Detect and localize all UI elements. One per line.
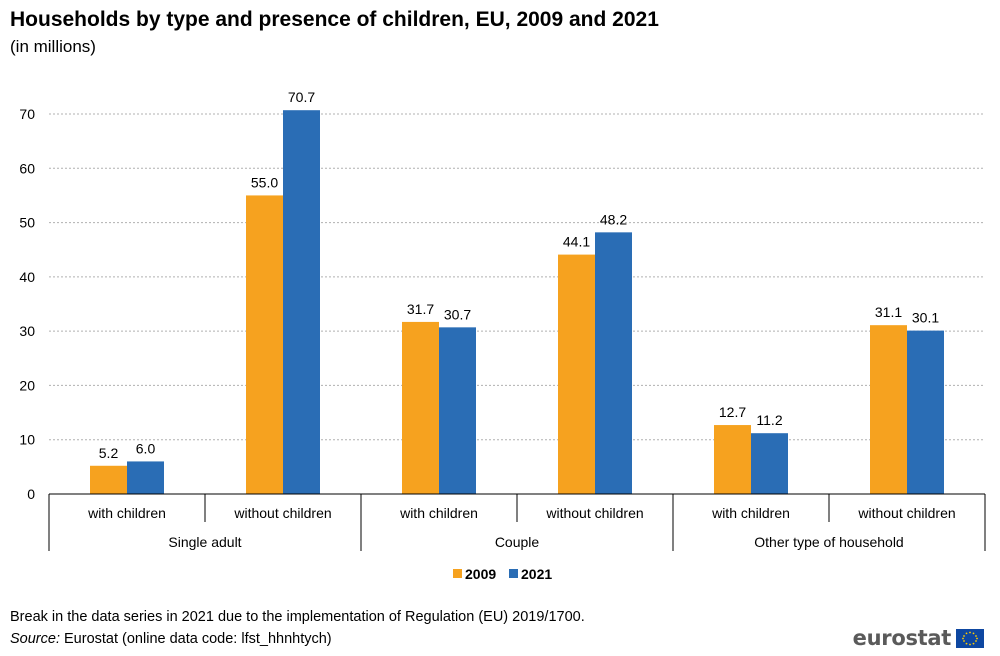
y-tick-label: 50 bbox=[19, 215, 35, 231]
y-tick-label: 40 bbox=[19, 269, 35, 285]
source-label: Source: bbox=[10, 631, 60, 647]
bar-2009 bbox=[558, 254, 595, 494]
x-group-label: Couple bbox=[495, 534, 540, 550]
data-label: 11.2 bbox=[756, 412, 782, 428]
x-category-label: with children bbox=[87, 505, 166, 521]
data-label: 44.1 bbox=[563, 234, 590, 250]
x-category-label: without children bbox=[857, 505, 955, 521]
bar-2021 bbox=[907, 330, 944, 494]
source-line: Source: Eurostat (online data code: lfst… bbox=[10, 631, 332, 647]
data-label: 30.7 bbox=[444, 306, 471, 322]
x-category-label: without children bbox=[545, 505, 643, 521]
y-tick-label: 60 bbox=[19, 160, 35, 176]
legend-label: 2021 bbox=[521, 566, 552, 582]
y-tick-label: 70 bbox=[19, 106, 35, 122]
x-category-label: without children bbox=[233, 505, 331, 521]
x-group-label: Other type of household bbox=[754, 534, 903, 550]
data-label: 70.7 bbox=[288, 89, 315, 105]
bar-2009 bbox=[402, 321, 439, 494]
eurostat-logo: eurostat bbox=[853, 626, 984, 650]
bar-2009 bbox=[246, 195, 283, 494]
legend-swatch-2021 bbox=[509, 569, 518, 578]
y-tick-label: 30 bbox=[19, 323, 35, 339]
data-label: 31.1 bbox=[875, 304, 902, 320]
bar-2021 bbox=[439, 327, 476, 494]
bar-2021 bbox=[283, 110, 320, 494]
data-label: 55.0 bbox=[251, 174, 278, 190]
footnote: Break in the data series in 2021 due to … bbox=[10, 609, 585, 625]
bar-2009 bbox=[90, 465, 127, 494]
y-tick-label: 0 bbox=[27, 486, 35, 502]
bar-2021 bbox=[127, 461, 164, 494]
y-tick-label: 10 bbox=[19, 432, 35, 448]
data-label: 48.2 bbox=[600, 211, 627, 227]
bar-2009 bbox=[714, 425, 751, 494]
data-label: 31.7 bbox=[407, 301, 434, 317]
bar-2021 bbox=[595, 232, 632, 495]
data-label: 12.7 bbox=[719, 404, 746, 420]
data-label: 30.1 bbox=[912, 310, 939, 326]
source-text: Eurostat (online data code: lfst_hhnhtyc… bbox=[59, 631, 332, 647]
bar-chart: 0 10 20 30 40 50 60 70 5.2 55.0 31.7 44.1 12.7 31.1 6.… bbox=[19, 89, 986, 582]
data-label: 6.0 bbox=[136, 440, 156, 456]
x-category-label: with children bbox=[711, 505, 790, 521]
legend-swatch-2009 bbox=[453, 569, 462, 578]
data-label: 5.2 bbox=[99, 445, 119, 461]
logo-text: eurostat bbox=[852, 626, 952, 650]
x-category-label: with children bbox=[399, 505, 478, 521]
bar-2021 bbox=[751, 433, 788, 494]
bar-2009 bbox=[870, 325, 907, 494]
eu-flag-icon bbox=[956, 628, 984, 648]
chart-title: Households by type and presence of child… bbox=[10, 8, 659, 31]
y-tick-label: 20 bbox=[19, 377, 35, 393]
x-group-label: Single adult bbox=[168, 534, 241, 550]
chart-subtitle: (in millions) bbox=[10, 37, 96, 56]
legend-label: 2009 bbox=[465, 566, 496, 582]
